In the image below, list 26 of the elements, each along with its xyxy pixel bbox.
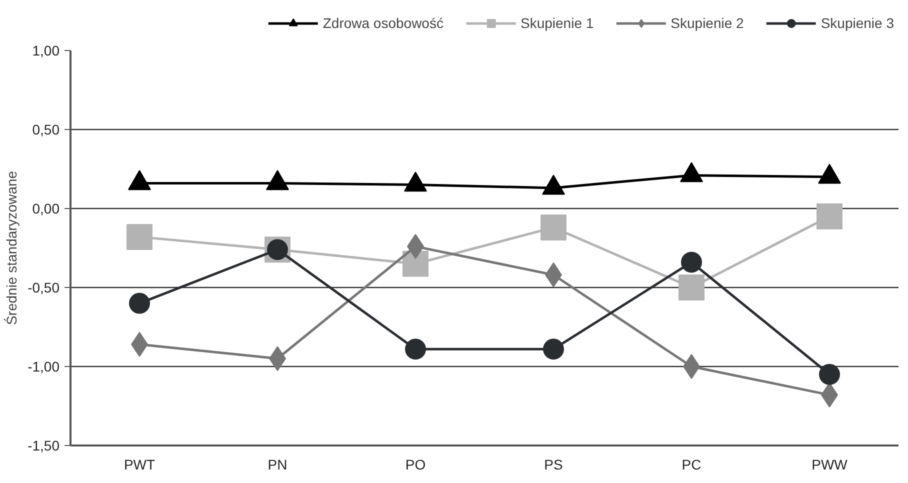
x-tick-label: PWW xyxy=(812,456,848,472)
legend-label: Skupienie 1 xyxy=(520,14,594,30)
y-tick-label: -0,50 xyxy=(28,280,60,296)
point xyxy=(540,214,566,240)
y-tick-label: 1,00 xyxy=(32,42,60,58)
legend-label: Skupienie 3 xyxy=(820,14,894,30)
legend-label: Skupienie 2 xyxy=(670,14,744,30)
y-tick-label: 0,50 xyxy=(32,122,60,138)
x-tick-label: PN xyxy=(268,456,288,472)
point xyxy=(819,364,840,385)
x-tick-label: PC xyxy=(682,456,702,472)
x-tick-label: PO xyxy=(405,456,426,472)
x-tick-label: PWT xyxy=(124,456,156,472)
point xyxy=(405,338,426,360)
point xyxy=(681,252,702,273)
point xyxy=(543,338,564,360)
y-axis-title: Średnie standaryzowane xyxy=(4,170,20,326)
x-tick-label: PS xyxy=(544,456,563,472)
point xyxy=(816,203,842,230)
y-tick-label: 0,00 xyxy=(32,200,60,216)
legend-label: Zdrowa osobowość xyxy=(322,14,444,30)
point xyxy=(129,292,150,314)
point xyxy=(678,274,704,300)
point xyxy=(126,224,152,250)
y-tick-label: -1,50 xyxy=(28,438,60,454)
y-tick-label: -1,00 xyxy=(28,358,60,374)
